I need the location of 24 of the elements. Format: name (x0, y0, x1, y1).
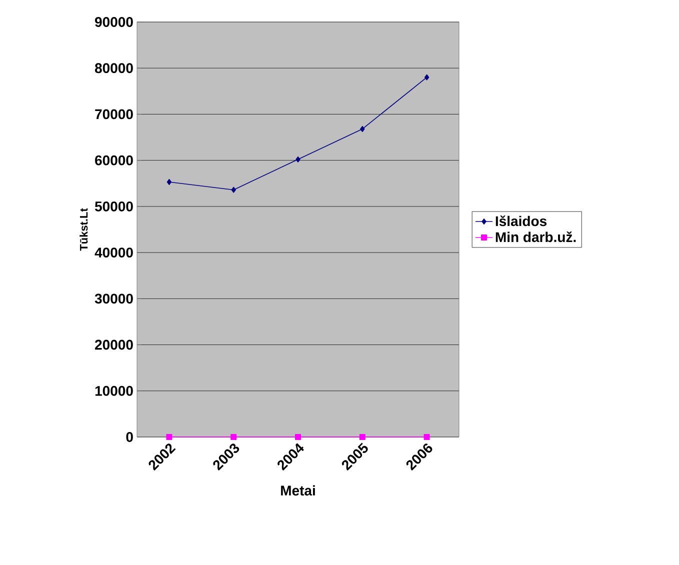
y-tick-label: 90000 (95, 17, 133, 27)
point (231, 186, 236, 193)
y-tick-label: 50000 (94, 201, 133, 212)
y-tick-label: 0 (126, 432, 133, 442)
y-tick-label: 30000 (94, 294, 133, 304)
y-tick-label: 40000 (94, 248, 133, 258)
point (166, 179, 172, 186)
y-tick-label: 60000 (95, 155, 133, 166)
y-tick-label: 20000 (95, 340, 133, 350)
y-tick-label: 70000 (95, 109, 133, 120)
point (296, 156, 300, 162)
y-tick-label: 80000 (94, 63, 133, 74)
point (359, 434, 366, 440)
y-axis-title: Tūkst.Lt (80, 208, 88, 251)
x-axis-title: Metai (281, 485, 315, 496)
point (295, 434, 302, 440)
legend-label: Min darb.už. (496, 231, 576, 242)
point (166, 434, 172, 440)
legend-label: Išlaidos (496, 216, 547, 226)
point (424, 74, 430, 80)
point (424, 434, 430, 440)
point (360, 126, 365, 132)
y-tick-label: 10000 (95, 386, 133, 396)
point (230, 434, 237, 440)
